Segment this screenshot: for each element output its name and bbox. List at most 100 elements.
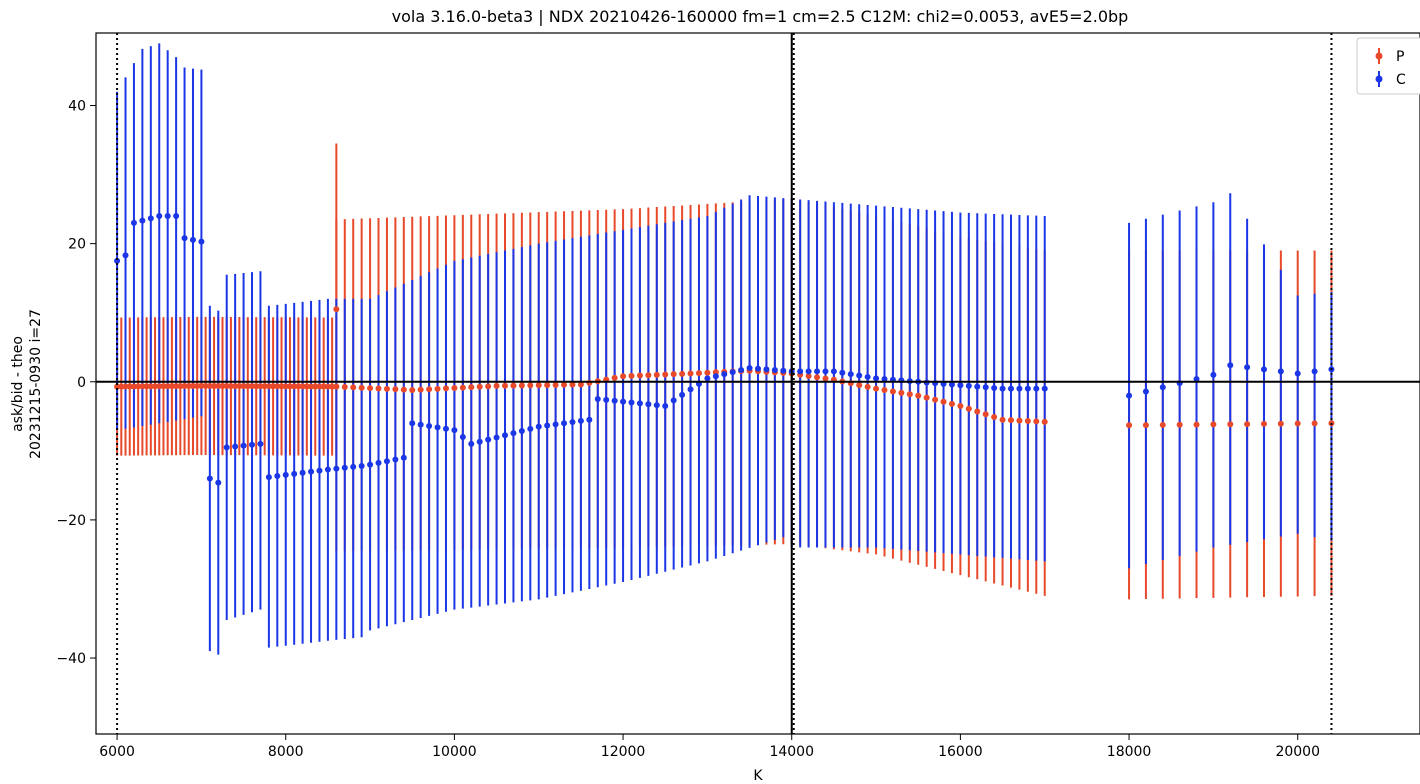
x-tick-label: 16000 <box>938 744 983 760</box>
point-p <box>932 396 939 403</box>
point-p <box>1227 421 1234 428</box>
point-p <box>333 306 340 313</box>
y-axis: −40 −20 0 20 40 <box>56 99 96 667</box>
point-c <box>350 463 357 470</box>
point-p <box>636 372 643 379</box>
point-c <box>426 422 433 429</box>
point-c <box>881 376 888 383</box>
point-p <box>518 382 525 389</box>
point-p <box>561 381 568 388</box>
point-c <box>459 434 466 441</box>
point-p <box>219 383 226 390</box>
point-p <box>198 382 205 389</box>
point-c <box>561 420 568 427</box>
point-c <box>333 465 340 472</box>
point-c <box>1024 385 1031 392</box>
point-p <box>1260 420 1267 427</box>
point-p <box>211 382 218 389</box>
point-p <box>628 372 635 379</box>
point-c <box>856 372 863 379</box>
point-p <box>312 383 319 390</box>
point-c <box>527 425 534 432</box>
point-p <box>168 383 175 390</box>
point-c <box>999 385 1006 392</box>
x-tick-label: 12000 <box>601 744 646 760</box>
point-p <box>232 383 239 390</box>
point-p <box>303 383 310 390</box>
point-p <box>156 383 163 390</box>
point-p <box>417 386 424 393</box>
point-c <box>577 417 584 424</box>
point-p <box>177 383 184 390</box>
point-c <box>130 219 137 226</box>
point-c <box>1311 368 1318 375</box>
legend-box <box>1356 37 1420 95</box>
point-p <box>957 402 964 409</box>
point-c <box>746 364 753 371</box>
point-p <box>308 383 315 390</box>
point-c <box>493 434 500 441</box>
point-p <box>206 382 213 389</box>
point-p <box>1210 421 1217 428</box>
point-p <box>173 383 180 390</box>
point-c <box>181 235 188 242</box>
point-p <box>1176 421 1183 428</box>
point-c <box>1126 392 1133 399</box>
point-p <box>1193 421 1200 428</box>
point-p <box>611 374 618 381</box>
point-c <box>257 440 264 447</box>
x-tick-label: 6000 <box>99 744 135 760</box>
legend-label-c: C <box>1396 72 1406 88</box>
point-p <box>991 413 998 420</box>
point-p <box>240 383 247 390</box>
point-c <box>442 425 449 432</box>
point-p <box>130 383 137 390</box>
point-p <box>881 387 888 394</box>
point-c <box>299 469 306 476</box>
point-p <box>434 385 441 392</box>
x-axis: 6000 8000 10000 12000 14000 16000 18000 20000 <box>99 734 1320 760</box>
point-p <box>1159 421 1166 428</box>
point-p <box>544 382 551 389</box>
point-p <box>1142 422 1149 429</box>
point-c <box>839 369 846 376</box>
point-p <box>426 386 433 393</box>
point-c <box>957 382 964 389</box>
point-p <box>253 383 260 390</box>
point-p <box>577 381 584 388</box>
point-p <box>367 385 374 392</box>
point-c <box>586 416 593 423</box>
legend-symbol-c <box>1375 71 1383 87</box>
point-p <box>160 383 167 390</box>
y-tick-label: −20 <box>56 513 86 529</box>
point-c <box>873 375 880 382</box>
point-p <box>118 383 125 390</box>
point-p <box>873 385 880 392</box>
point-c <box>392 456 399 463</box>
point-c <box>594 396 601 403</box>
point-c <box>603 396 610 403</box>
point-c <box>805 368 812 375</box>
point-p <box>1041 418 1048 425</box>
x-tick-label: 10000 <box>432 744 477 760</box>
point-c <box>814 368 821 375</box>
point-c <box>282 471 289 478</box>
point-c <box>502 432 509 439</box>
point-c <box>476 438 483 445</box>
point-c <box>316 467 323 474</box>
y-tick-label: −40 <box>56 651 86 667</box>
legend-label-p: P <box>1396 49 1404 65</box>
point-c <box>274 472 281 479</box>
point-p <box>569 381 576 388</box>
point-p <box>282 383 289 390</box>
point-c <box>122 252 129 259</box>
point-c <box>653 402 660 409</box>
point-c <box>383 458 390 465</box>
point-p <box>202 382 209 389</box>
legend-marker <box>1375 52 1383 60</box>
point-p <box>135 383 142 390</box>
point-p <box>814 374 821 381</box>
plot-frame <box>95 32 1420 735</box>
point-p <box>679 370 686 377</box>
point-p <box>265 383 272 390</box>
